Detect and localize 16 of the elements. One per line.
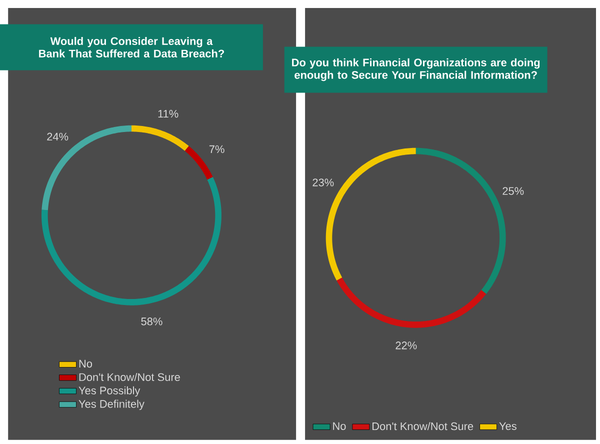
data-label: 25% (502, 187, 524, 195)
legend-label: Yes (499, 422, 516, 430)
data-label: 7% (209, 145, 224, 154)
chart-title: Do you think Financial Organizations are doing enough to Secure Your Financial Information? (292, 58, 540, 82)
data-label: 24% (47, 132, 68, 141)
data-label: 23% (312, 178, 334, 186)
data-label: 22% (396, 342, 417, 350)
legend-label: No (79, 360, 92, 368)
chart-title: Would you Consider Leaving a Bank That Suffered a Data Breach? (39, 36, 224, 58)
legend-label: Yes Possibly (78, 386, 140, 397)
data-label: 58% (141, 318, 162, 326)
legend-label: Don't Know/Not Sure (79, 372, 180, 382)
legend-label: Don't Know/Not Sure (372, 422, 474, 430)
legend-label: Yes Definitely (78, 400, 144, 410)
data-label: 11% (158, 110, 178, 118)
legend-label: No (333, 422, 346, 430)
